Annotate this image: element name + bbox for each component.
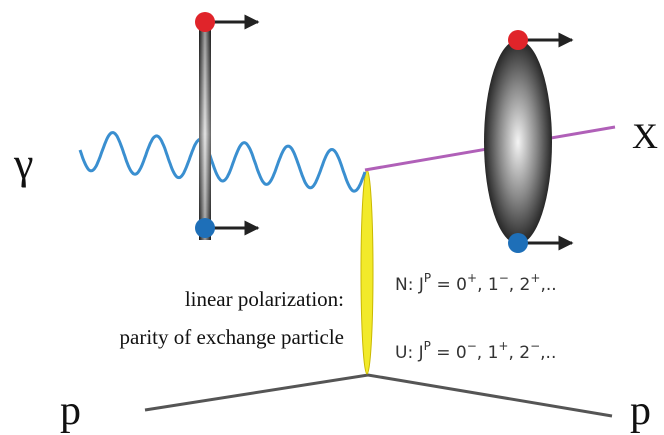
photon-label: γ [13,139,33,188]
dipole-ellipse [484,40,552,244]
superscript: − [467,339,477,353]
text-part: = 0 [431,343,467,363]
text-part: U: J [395,343,424,363]
text-part: ,.. [540,343,556,363]
text-part: , 1 [477,275,499,295]
x-label: X [632,116,658,156]
note-line: linear polarization: [185,287,344,311]
diagram: γ X p p linear polarization: parity of e… [0,0,664,435]
superscript: − [530,339,540,353]
proton-label: p [630,388,651,434]
superscript: P [424,339,431,353]
text-part: , 2 [508,343,530,363]
natural-parity: N: JP = 0+, 1−, 2+,.. [395,271,557,295]
text-part: ,.. [540,275,556,295]
charge-blue [195,218,215,238]
proton-line [145,375,612,416]
superscript: P [424,271,431,285]
charge-red [195,12,215,32]
text-part: N: J [395,275,424,295]
note-line: parity of exchange particle [120,325,344,349]
superscript: − [499,271,509,285]
exchange-particle [361,170,373,374]
text-part: , 1 [477,343,499,363]
text-part: , 2 [509,275,531,295]
superscript: + [498,339,508,353]
text-part: = 0 [431,275,467,295]
dipole-shade [199,28,211,240]
charge-blue [508,233,528,253]
superscript: + [530,271,540,285]
charge-red [508,30,528,50]
proton-label: p [60,388,81,434]
photon-wave [80,133,365,192]
superscript: + [467,271,477,285]
unnatural-parity: U: JP = 0−, 1+, 2−,.. [395,339,556,363]
